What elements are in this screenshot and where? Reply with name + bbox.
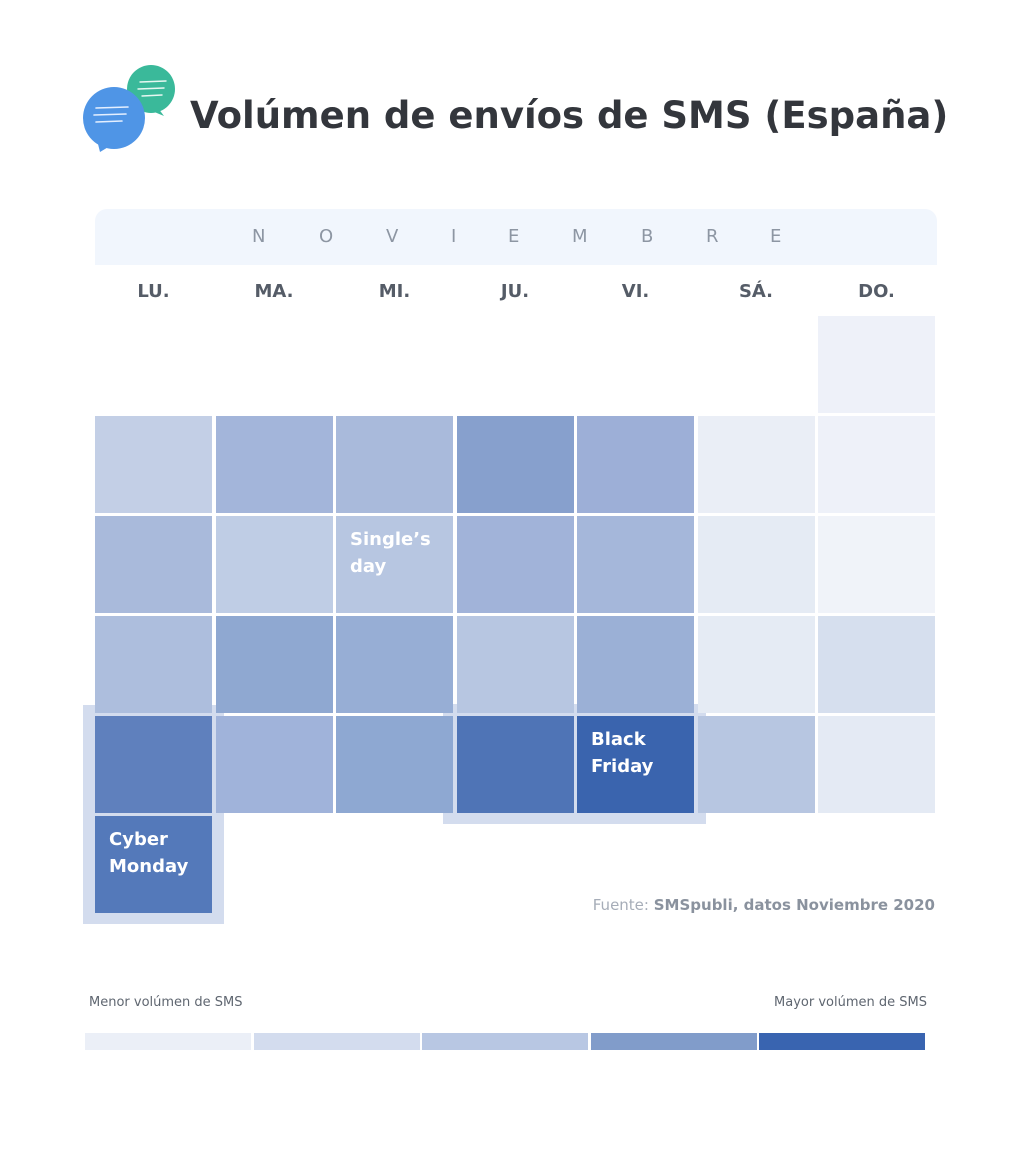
source-prefix: Fuente: [592, 896, 649, 914]
heatmap-cell [818, 416, 935, 513]
legend-low-label: Menor volúmen de SMS [89, 995, 243, 1010]
heatmap-cell [336, 616, 453, 713]
weekday-label: MI. [378, 281, 411, 302]
month-letter: V [386, 226, 399, 247]
legend-swatch [590, 1033, 757, 1050]
heatmap-cell [457, 516, 574, 613]
heatmap-cell [336, 516, 453, 613]
heatmap-cell [577, 716, 694, 813]
source-text: SMSpubli, datos Noviembre 2020 [653, 896, 935, 914]
heatmap-cell [818, 616, 935, 713]
heatmap-cell [216, 516, 333, 613]
heatmap-cell [698, 716, 815, 813]
cell-annotation: Single’s day [350, 529, 431, 577]
month-letter: E [508, 226, 520, 247]
heatmap-cell [457, 716, 574, 813]
heatmap-cell [216, 616, 333, 713]
legend-swatch [759, 1033, 925, 1050]
page-title: Volúmen de envíos de SMS (España) [190, 94, 949, 137]
heatmap-cell [698, 516, 815, 613]
heatmap-cell [336, 416, 453, 513]
heatmap-cell [95, 516, 212, 613]
weekday-label: VI. [621, 281, 650, 302]
heatmap-cell [95, 816, 212, 913]
month-letter: I [451, 226, 457, 247]
weekday-label: DO. [858, 281, 895, 302]
legend-swatch [253, 1033, 420, 1050]
month-header [95, 209, 937, 265]
legend-swatch [85, 1033, 251, 1050]
heatmap-cell [336, 716, 453, 813]
heatmap-cell [818, 516, 935, 613]
heatmap-cell [577, 616, 694, 713]
heatmap-cell [577, 516, 694, 613]
weekday-label: JU. [500, 281, 530, 302]
heatmap-cell [577, 416, 694, 513]
month-letter: E [770, 226, 782, 247]
heatmap-cell [95, 616, 212, 713]
cell-annotation: Cyber Monday [109, 829, 189, 877]
heatmap-cell [818, 716, 935, 813]
heatmap-cell [818, 316, 935, 413]
month-letter: O [319, 226, 334, 247]
cell-annotation: Black Friday [591, 729, 654, 777]
source-note: Fuente: SMSpubli, datos Noviembre 2020 [593, 896, 935, 914]
weekday-label: LU. [137, 281, 170, 302]
legend-high-label: Mayor volúmen de SMS [774, 995, 927, 1010]
chat-bubbles-icon [83, 65, 175, 152]
heatmap-cell [457, 616, 574, 713]
heatmap-cell [216, 716, 333, 813]
weekday-label: SÁ. [738, 281, 774, 302]
heatmap-cell [95, 716, 212, 813]
heatmap-cell [216, 416, 333, 513]
legend-swatch [422, 1033, 588, 1050]
weekday-label: MA. [254, 281, 294, 302]
month-letter: M [572, 226, 588, 247]
month-letter: R [706, 226, 719, 247]
month-letter: N [252, 226, 266, 247]
heatmap-cell [95, 416, 212, 513]
chat-bubble-front-icon [83, 87, 145, 152]
heatmap-cell [457, 416, 574, 513]
heatmap-cell [698, 416, 815, 513]
heatmap-cell [698, 616, 815, 713]
month-letter: B [641, 226, 654, 247]
